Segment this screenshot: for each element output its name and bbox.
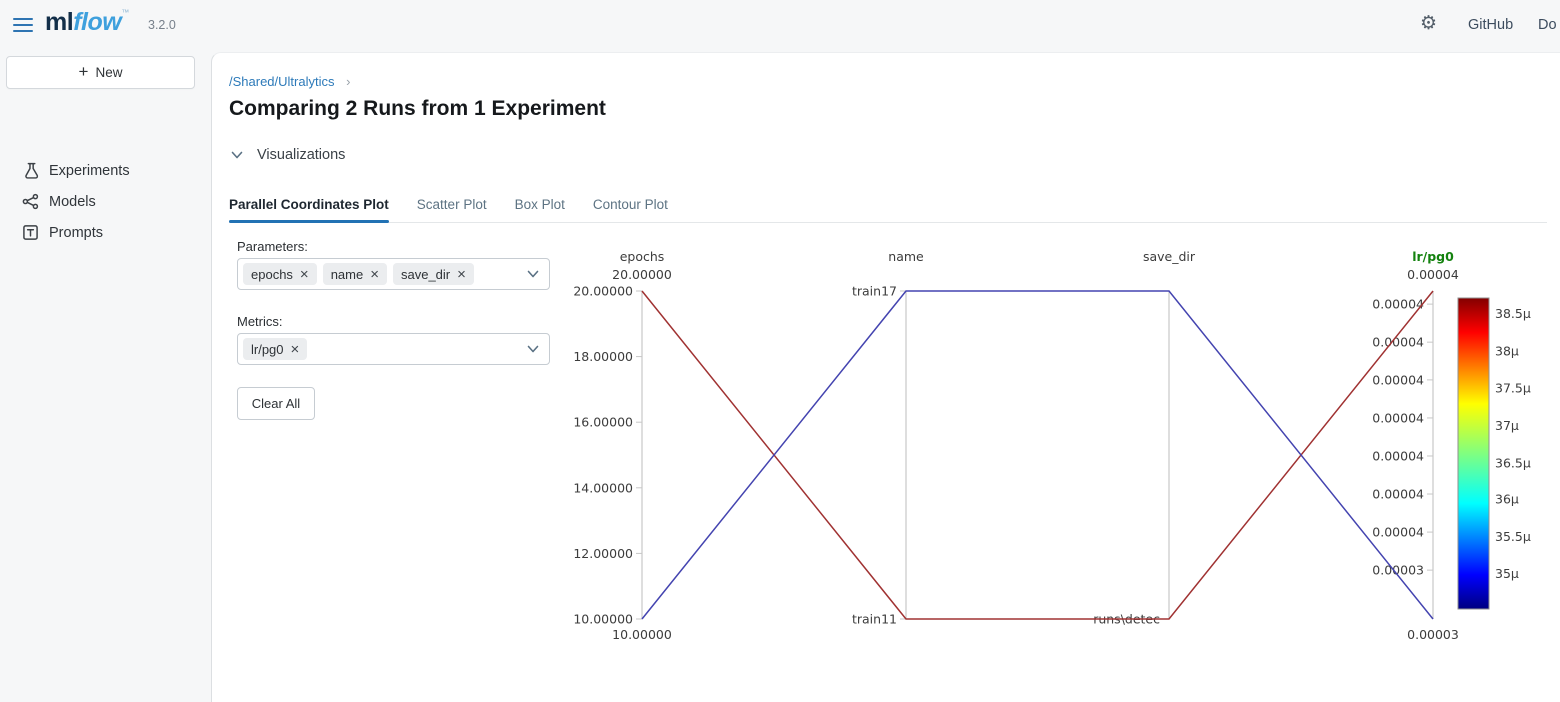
chip-label: epochs xyxy=(251,266,293,282)
breadcrumb-link[interactable]: /Shared/Ultralytics xyxy=(229,74,335,89)
sidebar-item-models[interactable]: Models xyxy=(22,193,96,210)
parameters-select[interactable]: epochs × name × save_dir × xyxy=(237,258,550,290)
logo-ml: ml xyxy=(45,8,74,36)
breadcrumb: /Shared/Ultralytics › xyxy=(229,74,350,89)
metrics-chip-area: lr/pg0 × xyxy=(243,338,308,360)
pcp-axis-title: name xyxy=(888,249,924,264)
pcp-axis-lr-pg0[interactable]: lr/pg0 0.00004 0.00003 0.00004 0.00004 0.0000… xyxy=(1372,249,1459,642)
pcp-tick-label: train11 xyxy=(852,612,897,627)
prompts-icon xyxy=(23,225,38,240)
pcp-axis-name[interactable]: name train17 train11 xyxy=(852,249,924,627)
pcp-axis-title: epochs xyxy=(620,249,665,264)
chip-name: name × xyxy=(322,263,387,285)
tab-scatter-plot[interactable]: Scatter Plot xyxy=(416,197,487,212)
plus-icon: + xyxy=(78,62,89,81)
main-content: /Shared/Ultralytics › Comparing 2 Runs f… xyxy=(211,52,1560,702)
tab-box-plot[interactable]: Box Plot xyxy=(514,197,565,212)
chip-lr-pg0: lr/pg0 × xyxy=(243,338,308,360)
new-button[interactable]: + New xyxy=(6,56,195,89)
gear-icon[interactable]: ⚙ xyxy=(1420,12,1438,34)
colorbar-tick-label: 35µ xyxy=(1495,566,1519,581)
chevron-down-icon xyxy=(527,345,539,353)
tab-parallel-coordinates-plot[interactable]: Parallel Coordinates Plot xyxy=(229,191,389,223)
sidebar-item-experiments[interactable]: Experiments xyxy=(22,162,130,179)
pcp-axis-range-bottom: 0.00003 xyxy=(1407,627,1459,642)
chip-save-dir: save_dir × xyxy=(392,263,474,285)
pcp-axis-epochs[interactable]: epochs 20.00000 10.00000 20.00000 18.00000 16… xyxy=(573,249,672,642)
sidebar-item-label: Prompts xyxy=(49,224,103,241)
pcp-tick-label: 14.00000 xyxy=(573,480,633,495)
parameters-label: Parameters: xyxy=(237,239,308,254)
pcp-tick-label: train17 xyxy=(852,284,897,299)
page-title: Comparing 2 Runs from 1 Experiment xyxy=(229,97,606,120)
new-button-label: New xyxy=(95,65,123,80)
colorbar-tick-label: 36.5µ xyxy=(1495,455,1531,470)
tabs: Parallel Coordinates Plot Scatter Plot Box… xyxy=(229,191,1547,223)
nav-link-docs[interactable]: Do xyxy=(1538,17,1557,33)
pcp-axis-range-bottom: 10.00000 xyxy=(612,627,672,642)
pcp-tick-label: 20.00000 xyxy=(573,284,633,299)
chip-label: lr/pg0 xyxy=(251,341,284,357)
sidebar: + New Experiments Models Prompts xyxy=(0,52,211,702)
pcp-tick-label: 10.00000 xyxy=(573,612,633,627)
hamburger-menu-icon[interactable] xyxy=(13,18,33,33)
sidebar-item-prompts[interactable]: Prompts xyxy=(22,224,103,241)
chevron-down-icon xyxy=(527,270,539,278)
pcp-canvas: epochs 20.00000 10.00000 20.00000 18.00000 16… xyxy=(573,249,1531,642)
sidebar-item-label: Experiments xyxy=(49,162,130,179)
chip-epochs: epochs × xyxy=(243,263,317,285)
colorbar-tick-label: 36µ xyxy=(1495,492,1519,507)
pcp-tick-label: 0.00003 xyxy=(1372,563,1424,578)
parallel-coordinates-plot: epochs 20.00000 10.00000 20.00000 18.00000 16… xyxy=(561,241,1560,655)
clear-all-button[interactable]: Clear All xyxy=(237,387,315,420)
breadcrumb-separator-icon: › xyxy=(346,74,351,89)
colorbar-tick-label: 38.5µ xyxy=(1495,306,1531,321)
visualizations-toggle[interactable]: Visualizations xyxy=(231,147,345,163)
nav-link-github[interactable]: GitHub xyxy=(1468,17,1514,33)
visualizations-label: Visualizations xyxy=(257,147,346,163)
metrics-select[interactable]: lr/pg0 × xyxy=(237,333,550,365)
chip-remove-icon[interactable]: × xyxy=(299,265,309,283)
colorbar-tick-label: 37.5µ xyxy=(1495,381,1531,396)
pcp-run-line-train17[interactable] xyxy=(641,290,1434,620)
version-label: 3.2.0 xyxy=(148,18,176,32)
pcp-tick-label: 18.00000 xyxy=(573,349,633,364)
logo-flow: flow xyxy=(73,8,122,36)
pcp-axis-title: save_dir xyxy=(1143,249,1196,264)
chip-remove-icon[interactable]: × xyxy=(370,265,379,283)
parameters-chip-area: epochs × name × save_dir × xyxy=(243,263,474,285)
colorbar xyxy=(1457,297,1490,610)
flask-icon xyxy=(25,162,39,179)
pcp-tick-label: 0.00004 xyxy=(1372,487,1424,502)
colorbar-tick-label: 37µ xyxy=(1495,418,1519,433)
chevron-down-icon xyxy=(231,151,243,158)
colorbar-tick-label: 35.5µ xyxy=(1495,529,1531,544)
pcp-tick-label: 12.00000 xyxy=(573,546,633,561)
chip-remove-icon[interactable]: × xyxy=(457,265,466,283)
pcp-tick-label: 16.00000 xyxy=(573,415,633,430)
pcp-run-line-train11[interactable] xyxy=(641,290,1434,620)
pcp-tick-label: 0.00004 xyxy=(1372,335,1424,350)
chip-label: save_dir xyxy=(400,266,451,282)
metrics-label: Metrics: xyxy=(237,314,283,329)
chip-label: name xyxy=(330,266,364,282)
pcp-axis-range-top: 20.00000 xyxy=(612,267,672,282)
logo-trademark: ™ xyxy=(121,8,129,17)
pcp-tick-label: 0.00004 xyxy=(1372,525,1424,540)
pcp-axis-title: lr/pg0 xyxy=(1412,249,1454,264)
tab-contour-plot[interactable]: Contour Plot xyxy=(592,197,668,212)
sidebar-item-label: Models xyxy=(49,193,96,210)
chip-remove-icon[interactable]: × xyxy=(290,340,300,358)
pcp-axis-range-top: 0.00004 xyxy=(1407,267,1459,282)
mlflow-logo: mlflow™ xyxy=(45,8,129,37)
colorbar-tick-label: 38µ xyxy=(1495,343,1519,358)
top-header: mlflow™ 3.2.0 ⚙ GitHub Do xyxy=(0,0,1560,52)
pcp-tick-label: 0.00004 xyxy=(1372,372,1424,387)
pcp-tick-label: 0.00004 xyxy=(1372,410,1424,425)
model-registry-icon xyxy=(22,193,39,210)
pcp-tick-label: 0.00004 xyxy=(1372,448,1424,463)
pcp-tick-label: 0.00004 xyxy=(1372,297,1424,312)
